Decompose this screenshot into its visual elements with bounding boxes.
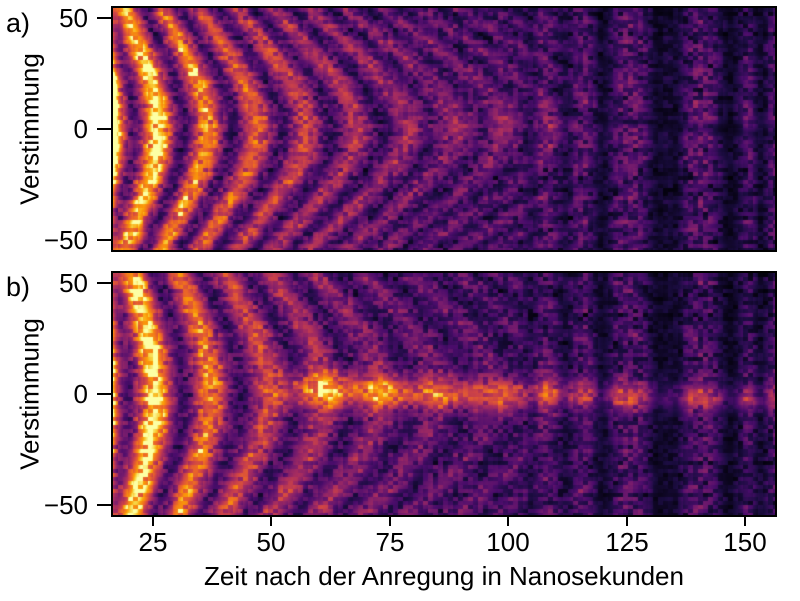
x-tick-label: 50 (256, 527, 286, 557)
x-tick-label: 25 (138, 527, 168, 557)
y-tick-label: 50 (59, 268, 88, 298)
panel-a-label: a) (6, 8, 31, 38)
x-tick-mark (626, 517, 628, 526)
y-tick-label: −50 (43, 225, 88, 255)
y-tick-mark (97, 282, 111, 284)
y-tick-label: 50 (59, 3, 88, 33)
heatmap-canvas-b (113, 273, 775, 515)
y-tick-mark (97, 504, 111, 506)
y-tick-mark (97, 393, 111, 395)
heatmap-canvas-a (113, 8, 775, 250)
x-tick-mark (744, 517, 746, 526)
y-tick-label: 0 (73, 379, 88, 409)
heatmap-panel-b (111, 271, 777, 517)
heatmap-panel-a (111, 6, 777, 252)
y-tick-mark (97, 128, 111, 130)
y-tick-mark (97, 17, 111, 19)
x-tick-mark (152, 517, 154, 526)
y-tick-mark (97, 239, 111, 241)
x-tick-mark (270, 517, 272, 526)
x-tick-mark (507, 517, 509, 526)
x-tick-label: 150 (723, 527, 767, 557)
x-tick-label: 75 (375, 527, 405, 557)
y-tick-label: −50 (43, 490, 88, 520)
x-tick-label: 100 (486, 527, 530, 557)
x-tick-mark (389, 517, 391, 526)
panel-b-label: b) (6, 272, 31, 302)
y-tick-label: 0 (73, 114, 88, 144)
x-tick-label: 125 (605, 527, 649, 557)
x-axis-label: Zeit nach der Anregung in Nanosekunden (204, 561, 684, 591)
